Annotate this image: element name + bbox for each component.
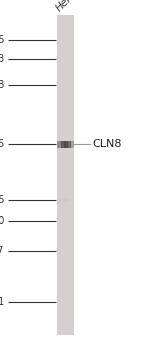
Bar [70, 198, 71, 202]
Bar [68, 198, 69, 202]
Bar [62, 198, 63, 202]
Bar [57, 141, 58, 148]
Bar [72, 141, 73, 148]
Text: 63: 63 [0, 54, 5, 64]
Bar [71, 141, 72, 148]
Text: 20: 20 [0, 215, 5, 226]
Bar [59, 198, 60, 202]
Bar [72, 198, 73, 202]
Bar [69, 141, 70, 148]
Text: 75: 75 [0, 35, 5, 45]
Text: Hela: Hela [54, 0, 78, 14]
Text: 17: 17 [0, 246, 5, 256]
Bar [57, 15, 74, 335]
Bar [59, 141, 60, 148]
Bar [68, 141, 69, 148]
Bar [67, 198, 68, 202]
Bar [66, 141, 67, 148]
Bar [70, 141, 71, 148]
Bar [64, 141, 65, 148]
Bar [61, 198, 62, 202]
Bar [73, 198, 74, 202]
Text: CLN8: CLN8 [92, 139, 122, 149]
Bar [69, 198, 70, 202]
Bar [57, 141, 58, 148]
Bar [71, 198, 72, 202]
Bar [60, 198, 61, 202]
Text: 35: 35 [0, 139, 5, 149]
Bar [60, 141, 61, 148]
Text: 11: 11 [0, 297, 5, 307]
Bar [58, 198, 59, 202]
Bar [60, 141, 61, 148]
Bar [70, 141, 71, 148]
Bar [66, 198, 67, 202]
Bar [67, 198, 68, 202]
Bar [65, 141, 66, 148]
Bar [58, 141, 59, 148]
Bar [67, 141, 68, 148]
Bar [61, 141, 62, 148]
Bar [62, 141, 63, 148]
Bar [67, 141, 68, 148]
Bar [57, 198, 58, 202]
Bar [63, 141, 64, 148]
Bar [63, 198, 64, 202]
Bar [64, 198, 65, 202]
Bar [73, 141, 74, 148]
Text: 48: 48 [0, 80, 5, 90]
Text: 25: 25 [0, 195, 5, 205]
Bar [61, 198, 62, 202]
Bar [70, 198, 71, 202]
Bar [60, 198, 61, 202]
Bar [65, 198, 66, 202]
Bar [57, 198, 58, 202]
Bar [61, 141, 62, 148]
